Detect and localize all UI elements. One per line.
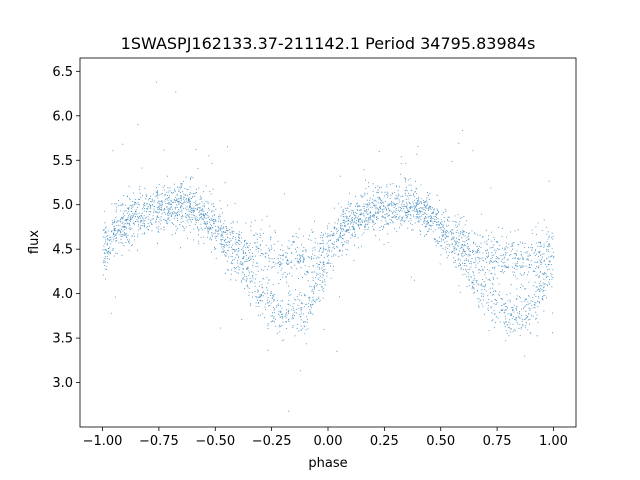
chart-title: 1SWASPJ162133.37-211142.1 Period 34795.8… xyxy=(121,34,536,53)
x-tick-label: 0.50 xyxy=(426,434,455,449)
y-tick-label: 3.5 xyxy=(52,332,73,347)
x-tick-label: −0.75 xyxy=(139,434,179,449)
x-tick-label: 0.75 xyxy=(483,434,512,449)
x-tick-label: 0.00 xyxy=(314,434,343,449)
y-tick-label: 4.5 xyxy=(52,243,73,258)
y-tick-label: 5.0 xyxy=(52,198,73,213)
y-tick-label: 3.0 xyxy=(52,376,73,391)
y-tick-label: 6.5 xyxy=(52,65,73,80)
y-axis: 3.0 3.5 4.0 4.5 5.0 5.5 6.0 6.5 xyxy=(52,65,80,391)
x-tick-label: −1.00 xyxy=(83,434,123,449)
x-axis: −1.00 −0.75 −0.50 −0.25 0.00 0.25 0.50 0.75 1.00 xyxy=(83,427,568,449)
x-tick-label: −0.25 xyxy=(252,434,292,449)
x-tick-label: −0.50 xyxy=(195,434,235,449)
y-tick-label: 4.0 xyxy=(52,287,73,302)
x-tick-label: 1.00 xyxy=(539,434,568,449)
y-tick-label: 5.5 xyxy=(52,154,73,169)
x-axis-label: phase xyxy=(308,456,347,471)
y-axis-label: flux xyxy=(27,230,42,254)
x-tick-label: 0.25 xyxy=(370,434,399,449)
y-tick-label: 6.0 xyxy=(52,109,73,124)
